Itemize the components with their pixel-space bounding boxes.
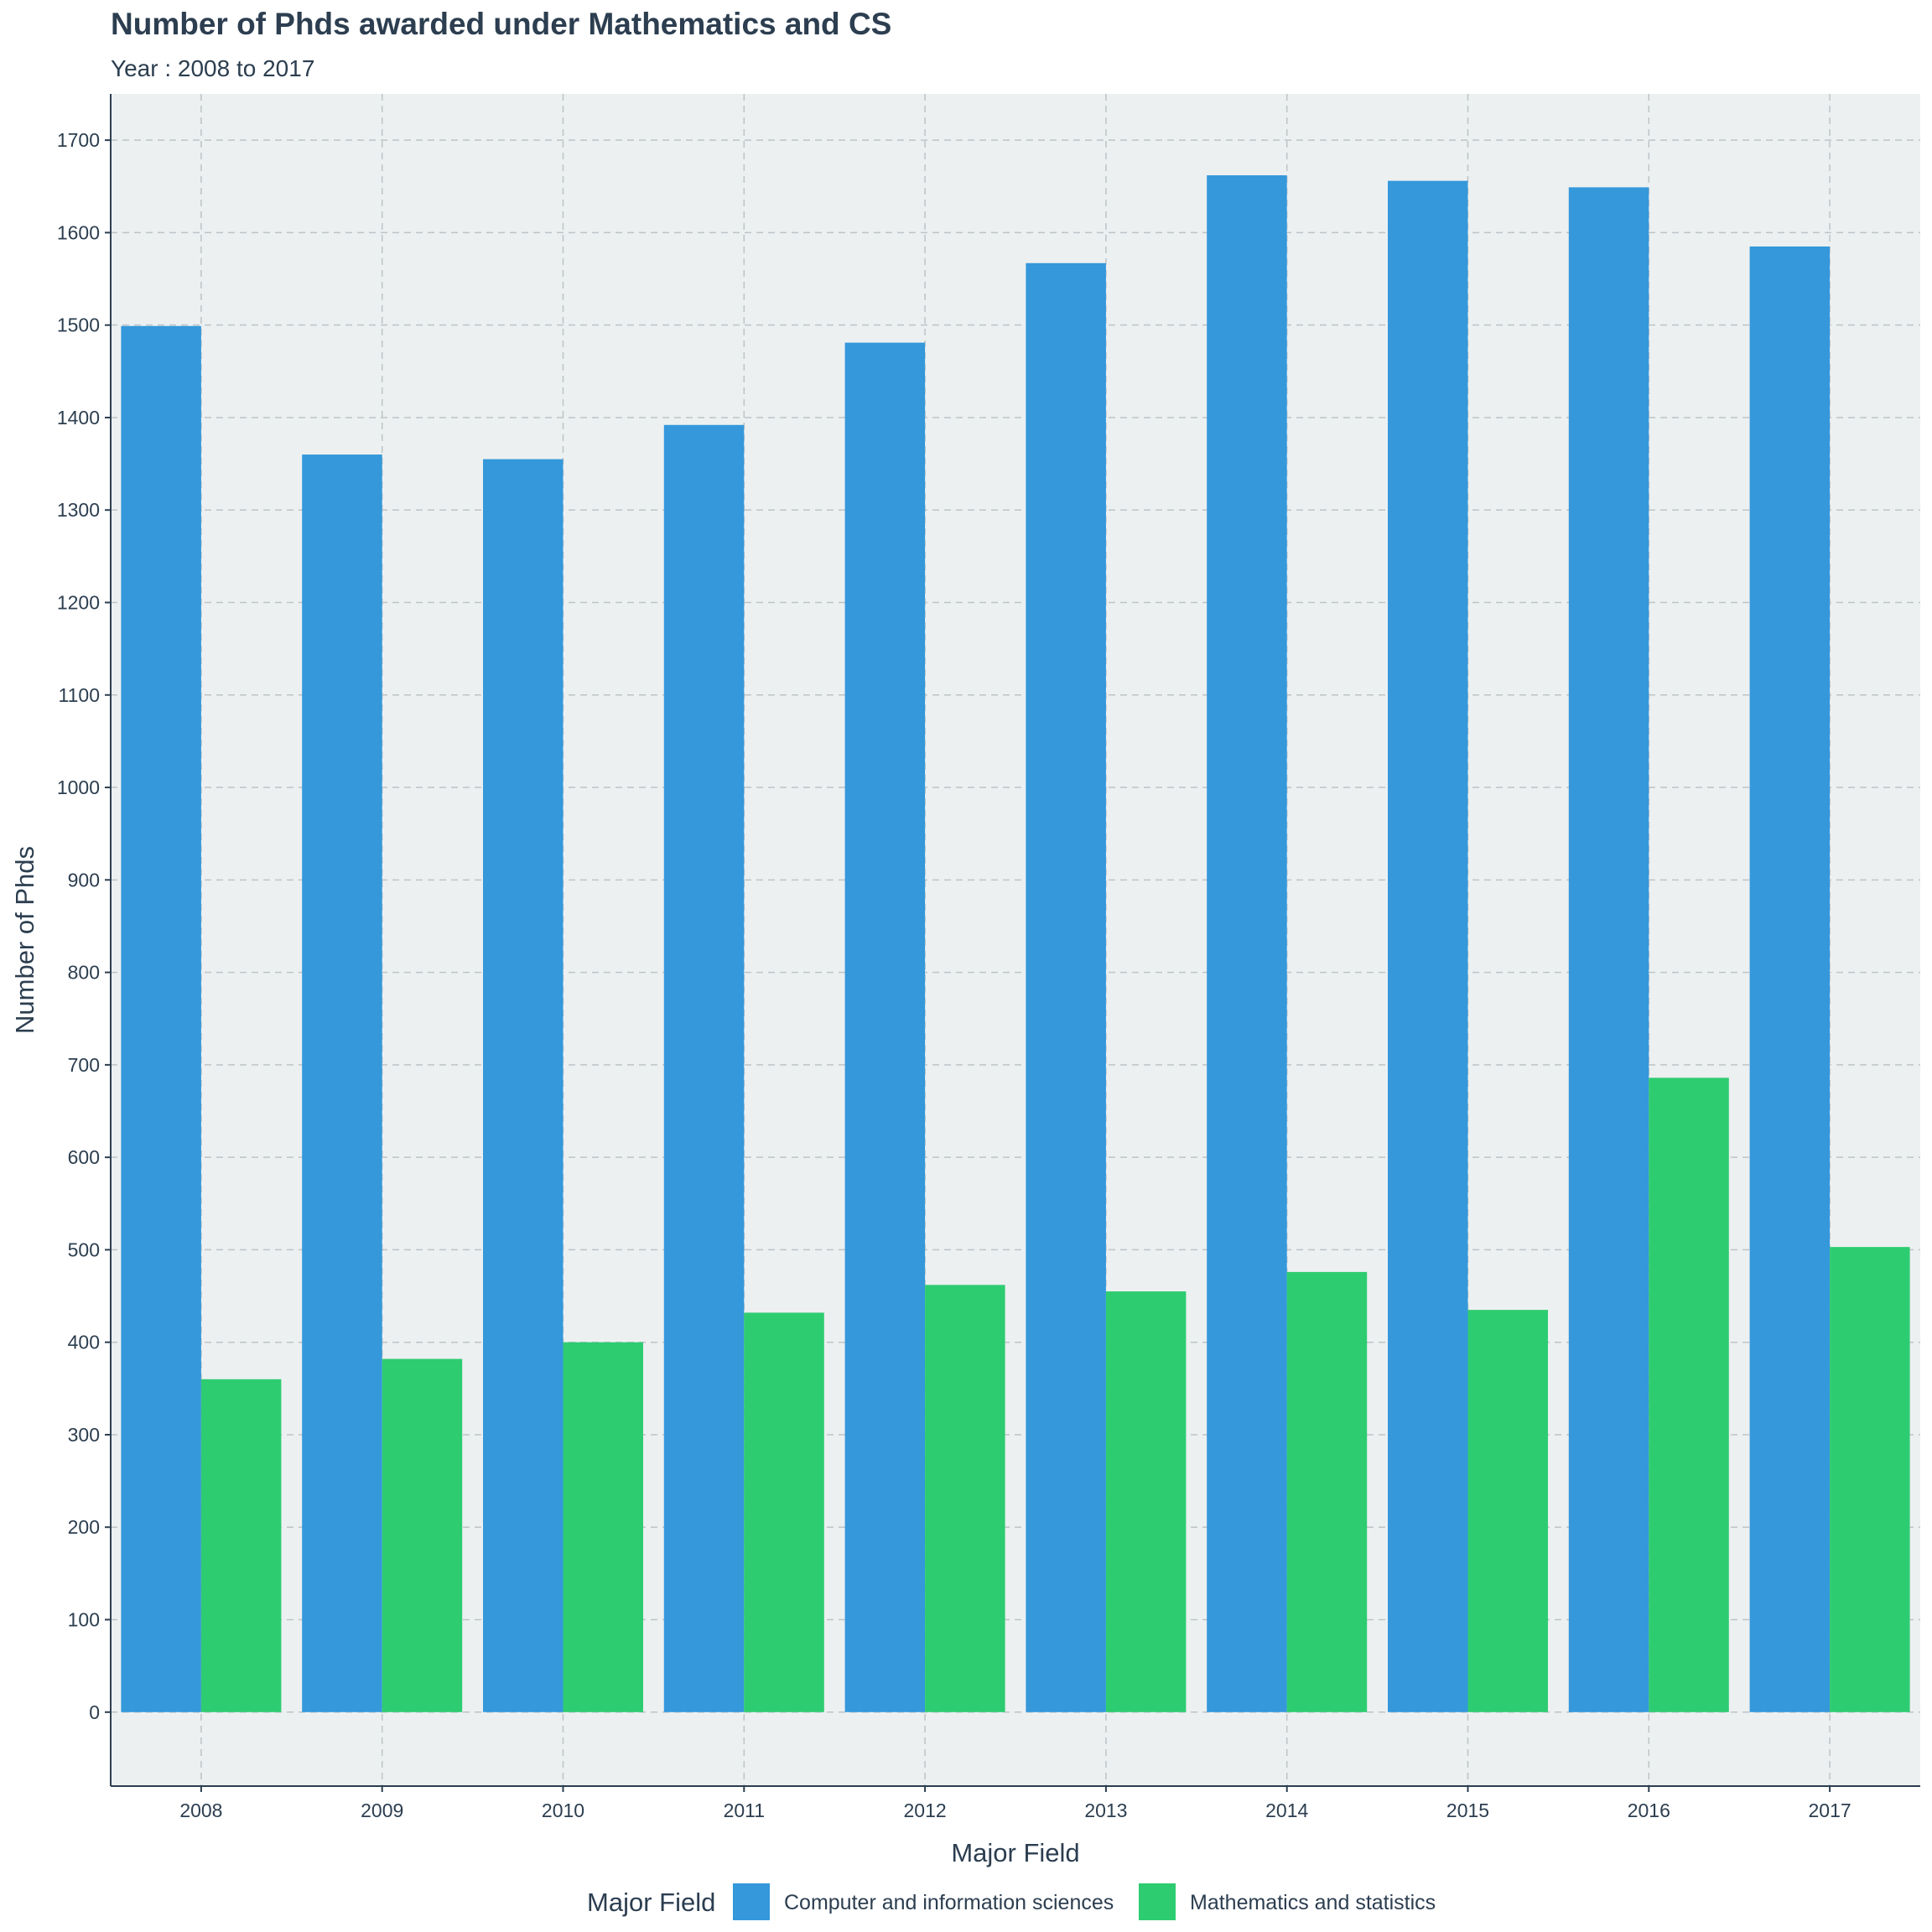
x-tick-label: 2015 bbox=[1446, 1800, 1489, 1821]
y-tick-label: 1600 bbox=[57, 221, 100, 243]
y-tick-label: 1000 bbox=[57, 776, 100, 798]
legend-key-math bbox=[1139, 1883, 1176, 1920]
bar-cs-2017 bbox=[1749, 246, 1831, 1712]
y-tick-label: 700 bbox=[68, 1054, 100, 1076]
y-tick-label: 1100 bbox=[59, 684, 100, 706]
bar-cs-2016 bbox=[1568, 187, 1649, 1712]
bar-math-2016 bbox=[1649, 1078, 1729, 1712]
y-tick-label: 1500 bbox=[57, 314, 100, 336]
bar-math-2009 bbox=[382, 1358, 463, 1712]
y-tick-label: 400 bbox=[68, 1332, 100, 1353]
legend-title: Major Field bbox=[587, 1888, 715, 1917]
bar-cs-2013 bbox=[1026, 262, 1106, 1712]
y-tick-label: 0 bbox=[89, 1701, 100, 1723]
y-tick-label: 300 bbox=[68, 1424, 100, 1446]
x-tick-label: 2017 bbox=[1809, 1800, 1852, 1821]
x-tick-label: 2014 bbox=[1265, 1800, 1308, 1821]
x-axis-title: Major Field bbox=[951, 1838, 1079, 1867]
bar-cs-2009 bbox=[302, 454, 382, 1712]
bar-cs-2012 bbox=[844, 342, 926, 1712]
chart-title: Number of Phds awarded under Mathematics… bbox=[111, 7, 892, 41]
bar-cs-2010 bbox=[483, 459, 564, 1712]
x-tick-label: 2008 bbox=[179, 1800, 222, 1821]
y-tick-label: 1400 bbox=[57, 407, 100, 428]
y-tick-label: 900 bbox=[68, 869, 100, 891]
legend-label-math: Mathematics and statistics bbox=[1190, 1891, 1436, 1914]
y-tick-label: 600 bbox=[68, 1146, 100, 1168]
bar-math-2008 bbox=[200, 1379, 282, 1712]
bar-math-2010 bbox=[563, 1342, 643, 1712]
x-tick-label: 2011 bbox=[724, 1800, 765, 1821]
x-tick-label: 2010 bbox=[542, 1800, 584, 1821]
bars bbox=[121, 175, 1910, 1712]
bar-math-2011 bbox=[744, 1312, 824, 1712]
bar-cs-2015 bbox=[1388, 180, 1468, 1712]
y-tick-label: 100 bbox=[68, 1609, 100, 1631]
bar-cs-2011 bbox=[663, 424, 745, 1712]
chart-subtitle: Year : 2008 to 2017 bbox=[111, 55, 315, 81]
y-tick-label: 800 bbox=[68, 962, 100, 984]
bar-math-2013 bbox=[1105, 1291, 1187, 1712]
legend-label-cs: Computer and information sciences bbox=[784, 1891, 1114, 1914]
x-tick-label: 2016 bbox=[1628, 1800, 1670, 1821]
bar-cs-2014 bbox=[1207, 175, 1287, 1712]
y-tick-label: 500 bbox=[68, 1239, 100, 1260]
axes: 0 100 200 300 400 500 600 700 800 900 1000 1100 1200… bbox=[57, 94, 1920, 1821]
x-tick-label: 2013 bbox=[1084, 1800, 1127, 1821]
bar-math-2015 bbox=[1467, 1310, 1548, 1712]
legend-key-cs bbox=[733, 1883, 770, 1920]
bar-math-2014 bbox=[1286, 1271, 1368, 1712]
y-tick-label: 200 bbox=[68, 1516, 100, 1538]
bar-cs-2008 bbox=[121, 325, 201, 1712]
y-tick-label: 1200 bbox=[57, 592, 100, 614]
y-tick-label: 1700 bbox=[57, 129, 100, 151]
bar-math-2017 bbox=[1830, 1247, 1910, 1712]
legend: Major Field Computer and information sci… bbox=[587, 1883, 1436, 1920]
bar-math-2012 bbox=[925, 1285, 1005, 1712]
y-axis-title: Number of Phds bbox=[10, 846, 39, 1034]
x-tick-label: 2009 bbox=[361, 1800, 403, 1821]
y-tick-label: 1300 bbox=[57, 499, 100, 521]
x-tick-label: 2012 bbox=[904, 1800, 947, 1821]
